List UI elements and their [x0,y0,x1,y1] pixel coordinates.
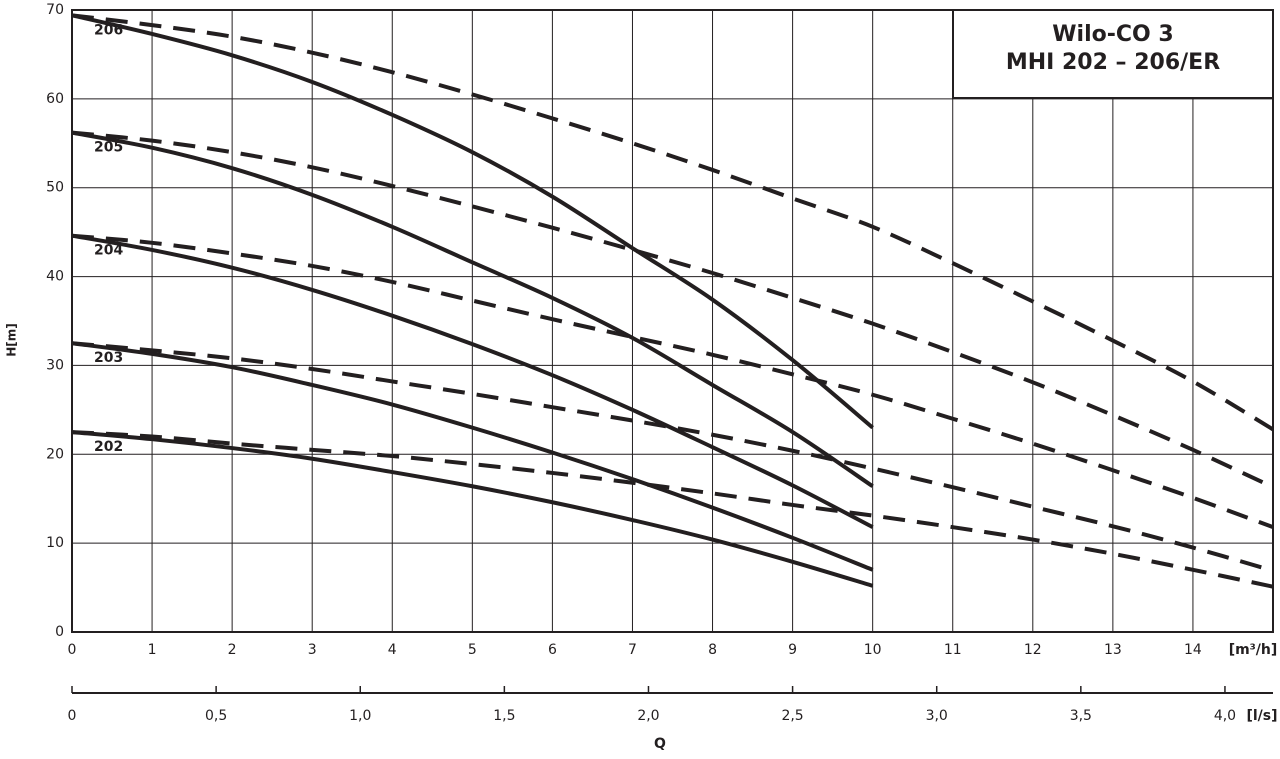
y-tick-label: 30 [46,357,64,373]
x2-tick-label: 0 [68,708,77,724]
x2-tick-label: 0,5 [205,708,227,724]
y-tick-label: 50 [46,180,64,196]
pump-curve [71,430,874,588]
y-tick-label: 0 [55,624,64,640]
pump-curve [71,233,874,529]
y-tick-label: 70 [46,2,64,18]
x-unit: [m³/h] [1229,642,1278,658]
y-axis-label: H[m] [5,323,19,357]
x-tick-label: 0 [68,642,77,658]
dashed-curve [71,341,1274,573]
x-tick-label: 1 [148,642,157,658]
curve-label: 206 [94,22,123,38]
y-tick-label: 40 [46,269,64,285]
curves [71,13,1275,589]
curve-label: 205 [94,140,123,156]
x-tick-label: 8 [708,642,717,658]
chart-subtitle: MHI 202 – 206/ER [1006,50,1220,75]
x2-tick-label: 2,0 [637,708,659,724]
grid [71,9,1273,633]
dashed-curve [71,13,1275,432]
pump-curve [71,13,874,430]
y-tick-label: 60 [46,91,64,107]
dashed-curve [71,130,1274,489]
y-tick-label: 10 [46,535,64,551]
x-tick-label: 11 [944,642,962,658]
dashed-curve [71,233,1274,530]
x2-tick-label: 3,5 [1070,708,1092,724]
pump-curve [71,130,874,488]
x2-tick-label: 3,0 [926,708,948,724]
x-tick-label: 6 [548,642,557,658]
x-tick-label: 13 [1104,642,1122,658]
x2-tick-label: 4,0 [1214,708,1236,724]
x-tick-label: 7 [628,642,637,658]
curve-label: 204 [94,243,123,259]
title-box: Wilo-CO 3 MHI 202 – 206/ER [952,9,1274,99]
curve-label: 202 [94,439,123,455]
curve-label: 203 [94,350,123,366]
plot-frame [71,9,1274,633]
x-tick-label: 4 [388,642,397,658]
chart-title: Wilo-CO 3 [1052,22,1173,47]
x-tick-label: 12 [1024,642,1042,658]
x2-tick-label: 1,0 [349,708,371,724]
x-axis-label: Q [654,736,666,752]
y-tick-label: 20 [46,446,64,462]
dashed-curve [71,430,1274,589]
title-frame [952,9,1274,99]
x-tick-label: 3 [308,642,317,658]
x2-unit: [l/s] [1246,708,1277,724]
x-tick-label: 10 [864,642,882,658]
x-tick-label: 5 [468,642,477,658]
x2-tick-label: 1,5 [493,708,515,724]
x-tick-label: 2 [228,642,237,658]
pump-curve [71,341,874,572]
x2-tick-label: 2,5 [781,708,803,724]
x-tick-label: 14 [1184,642,1202,658]
x-tick-label: 9 [788,642,797,658]
